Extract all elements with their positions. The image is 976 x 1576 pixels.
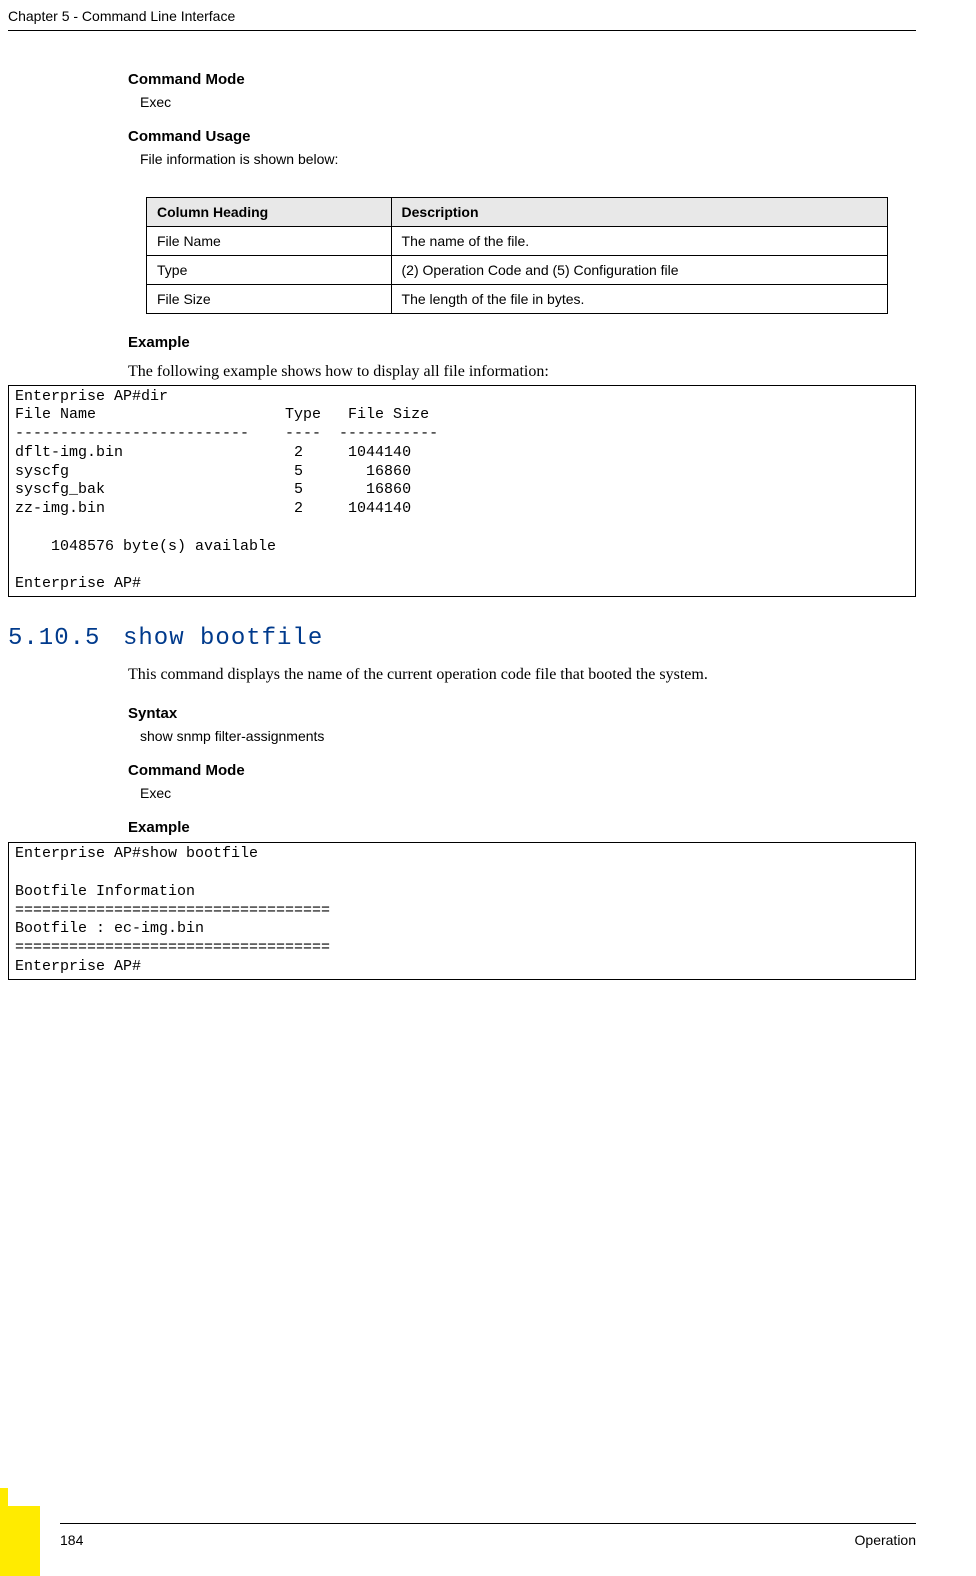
td: File Name [147, 227, 392, 256]
command-mode-value-2: Exec [140, 785, 906, 801]
th-column-heading: Column Heading [147, 198, 392, 227]
section-title: show bootfile [123, 625, 323, 652]
command-mode-label: Command Mode [128, 71, 906, 88]
syntax-label: Syntax [128, 705, 906, 722]
gutter-marker-top [0, 1488, 8, 1506]
command-usage-value: File information is shown below: [140, 151, 906, 167]
td: The name of the file. [391, 227, 887, 256]
gutter-marker [0, 1506, 40, 1576]
chapter-header: Chapter 5 - Command Line Interface [8, 8, 916, 31]
td: (2) Operation Code and (5) Configuration… [391, 256, 887, 285]
content: Command Mode Exec Command Usage File inf… [128, 71, 906, 980]
td: The length of the file in bytes. [391, 285, 887, 314]
table-row: Type (2) Operation Code and (5) Configur… [147, 256, 888, 285]
section-heading: 5.10.5show bootfile [8, 625, 906, 652]
section-number: 5.10.5 [8, 625, 123, 652]
table-header-row: Column Heading Description [147, 198, 888, 227]
example-intro: The following example shows how to displ… [128, 359, 906, 385]
th-description: Description [391, 198, 887, 227]
section-description: This command displays the name of the cu… [128, 662, 906, 688]
page: Chapter 5 - Command Line Interface Comma… [0, 0, 976, 980]
page-number: 184 [60, 1532, 83, 1548]
dir-output-code: Enterprise AP#dir File Name Type File Si… [8, 385, 916, 597]
syntax-value: show snmp filter-assignments [140, 728, 906, 744]
command-mode-label-2: Command Mode [128, 762, 906, 779]
table-row: File Name The name of the file. [147, 227, 888, 256]
table-row: File Size The length of the file in byte… [147, 285, 888, 314]
file-info-table: Column Heading Description File Name The… [146, 197, 888, 314]
td: File Size [147, 285, 392, 314]
td: Type [147, 256, 392, 285]
footer-right: Operation [855, 1532, 916, 1548]
bootfile-output-code: Enterprise AP#show bootfile Bootfile Inf… [8, 842, 916, 979]
command-mode-value: Exec [140, 94, 906, 110]
example-label: Example [128, 334, 906, 351]
example-label-2: Example [128, 819, 906, 836]
footer-rule [60, 1523, 916, 1524]
command-usage-label: Command Usage [128, 128, 906, 145]
